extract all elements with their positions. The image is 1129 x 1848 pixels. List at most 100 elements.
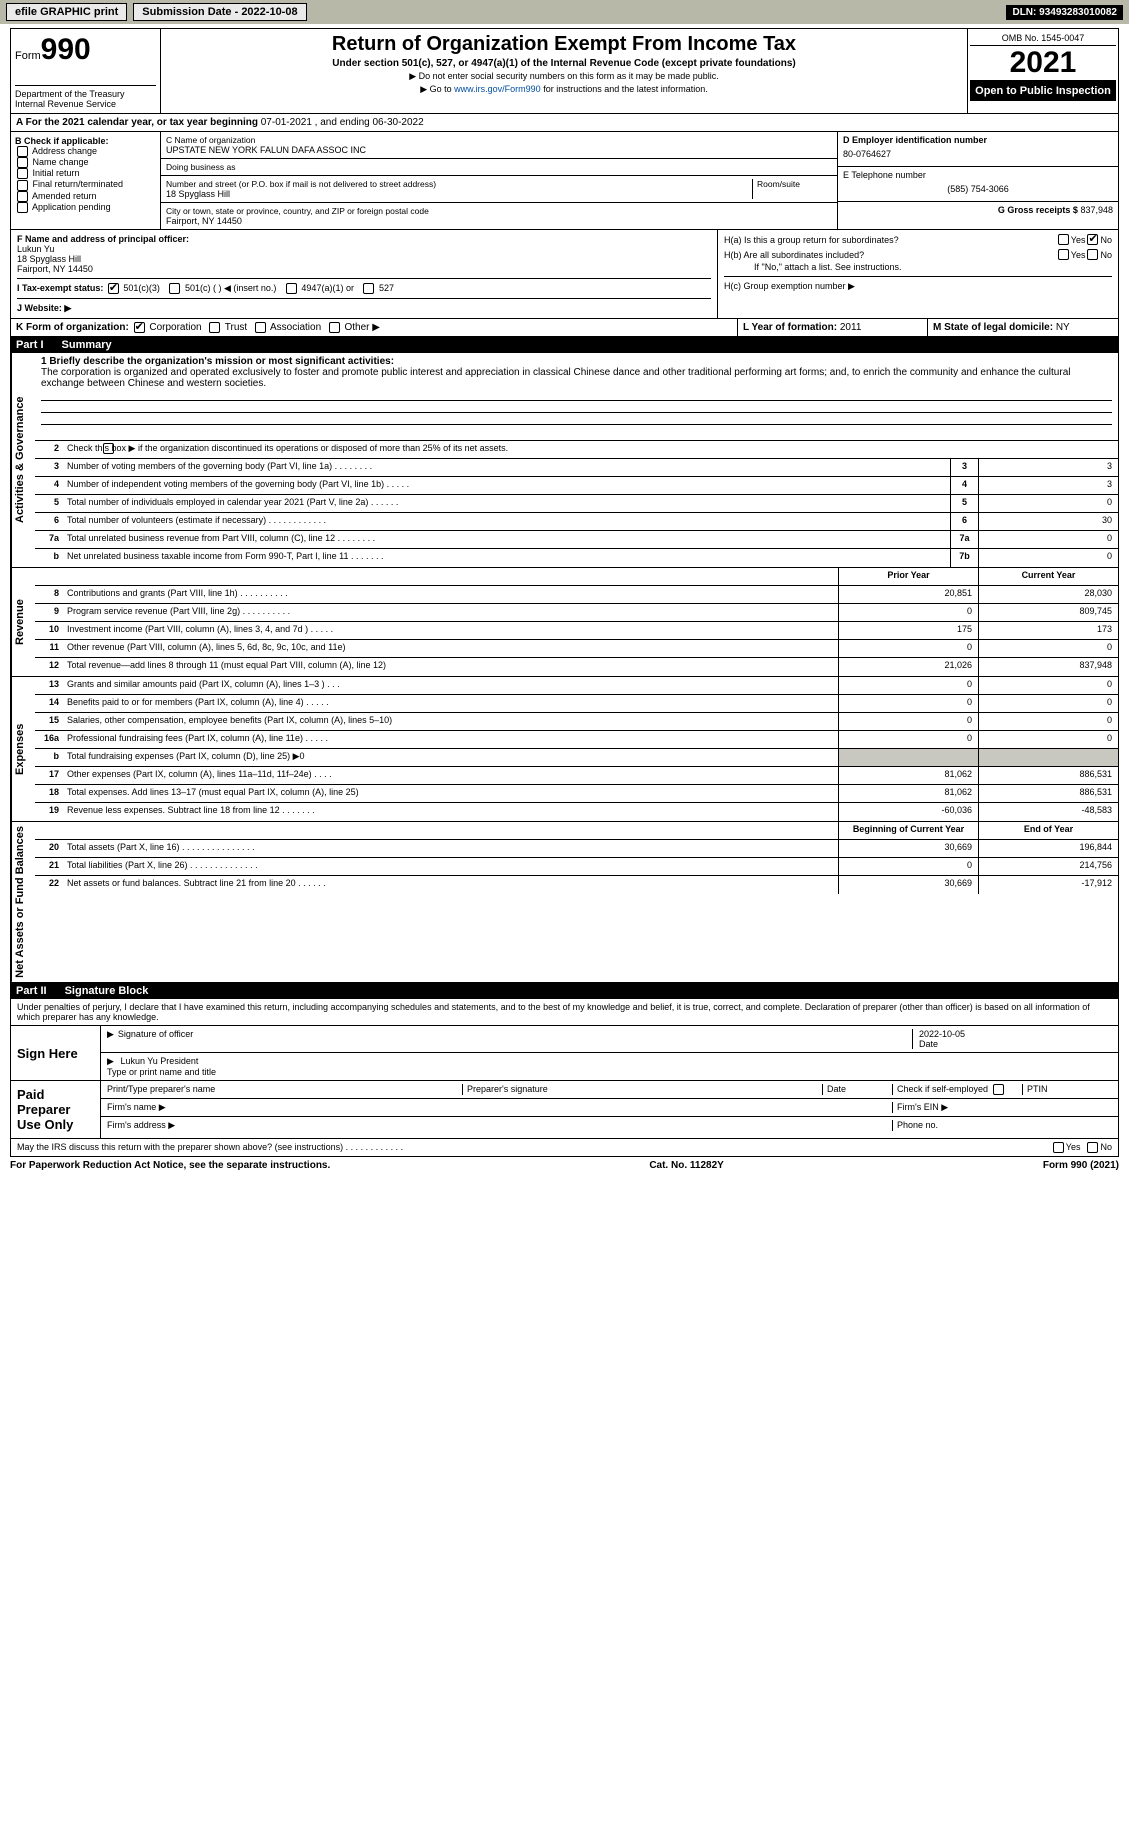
- chk-address[interactable]: [17, 146, 28, 157]
- chk-527[interactable]: [363, 283, 374, 294]
- form-title-box: Return of Organization Exempt From Incom…: [161, 29, 968, 113]
- irs-link[interactable]: www.irs.gov/Form990: [454, 84, 541, 94]
- omb: OMB No. 1545-0047: [970, 31, 1116, 46]
- topbar: efile GRAPHIC print Submission Date - 20…: [0, 0, 1129, 24]
- i-501c3: 501(c)(3): [123, 283, 160, 293]
- part2-bar: Part II Signature Block: [10, 983, 1119, 999]
- chk-ha-yes[interactable]: [1058, 234, 1069, 245]
- firm-ein: Firm's EIN ▶: [892, 1102, 1112, 1113]
- opt-name: Name change: [33, 157, 89, 167]
- k-label: K Form of organization:: [16, 322, 129, 333]
- chk-initial[interactable]: [17, 168, 28, 179]
- table-row: 6Total number of volunteers (estimate if…: [35, 513, 1118, 531]
- firm-addr: Firm's address ▶: [107, 1120, 892, 1131]
- may-irs-text: May the IRS discuss this return with the…: [17, 1142, 1051, 1153]
- org-name: UPSTATE NEW YORK FALUN DAFA ASSOC INC: [166, 145, 832, 155]
- pt-ptin: PTIN: [1022, 1084, 1112, 1095]
- row-a-text: A For the 2021 calendar year, or tax yea…: [11, 114, 1118, 131]
- opt-initial: Initial return: [33, 168, 80, 178]
- chk-4947[interactable]: [286, 283, 297, 294]
- table-row: 20Total assets (Part X, line 16) . . . .…: [35, 840, 1118, 858]
- table-row: 18Total expenses. Add lines 13–17 (must …: [35, 785, 1118, 803]
- chk-final[interactable]: [17, 180, 28, 191]
- row-fjh: F Name and address of principal officer:…: [10, 230, 1119, 319]
- table-row: 8Contributions and grants (Part VIII, li…: [35, 586, 1118, 604]
- form-header: Form990 Department of the Treasury Inter…: [10, 28, 1119, 114]
- row-a: A For the 2021 calendar year, or tax yea…: [10, 114, 1119, 132]
- hb-yes: Yes: [1071, 250, 1086, 260]
- vlabel-ag: Activities & Governance: [11, 353, 35, 567]
- form-sub1: Under section 501(c), 527, or 4947(a)(1)…: [165, 58, 963, 69]
- table-row: 12Total revenue—add lines 8 through 11 (…: [35, 658, 1118, 676]
- table-row: 16aProfessional fundraising fees (Part I…: [35, 731, 1118, 749]
- paid-preparer-block: Paid Preparer Use Only Print/Type prepar…: [10, 1081, 1119, 1139]
- vlabel-exp: Expenses: [11, 677, 35, 821]
- col-b: B Check if applicable: Address change Na…: [11, 132, 161, 229]
- chk-other[interactable]: [329, 322, 340, 333]
- f-label: F Name and address of principal officer:: [17, 234, 189, 244]
- rowa-begin: 07-01-2021: [261, 117, 312, 128]
- chk-name[interactable]: [17, 157, 28, 168]
- hc-label: H(c) Group exemption number ▶: [724, 276, 1112, 292]
- pt-date: Date: [822, 1084, 892, 1095]
- chk-assoc[interactable]: [255, 322, 266, 333]
- city-val: Fairport, NY 14450: [166, 216, 832, 226]
- chk-self-emp[interactable]: [993, 1084, 1004, 1095]
- name-label: C Name of organization: [166, 135, 832, 145]
- table-row: 13Grants and similar amounts paid (Part …: [35, 677, 1118, 695]
- footer: For Paperwork Reduction Act Notice, see …: [10, 1157, 1119, 1174]
- col-fij: F Name and address of principal officer:…: [11, 230, 718, 318]
- hdr-begin: Beginning of Current Year: [838, 822, 978, 839]
- col-c: C Name of organization UPSTATE NEW YORK …: [161, 132, 838, 229]
- sig-name-title: Lukun Yu President: [120, 1056, 198, 1066]
- line2-text: Check this box ▶ if the organization dis…: [67, 443, 508, 453]
- chk-hb-yes[interactable]: [1058, 249, 1069, 260]
- sign-here-block: Sign Here Signature of officer 2022-10-0…: [10, 1026, 1119, 1081]
- chk-mayirs-no[interactable]: [1087, 1142, 1098, 1153]
- hdr-current: Current Year: [978, 568, 1118, 585]
- ein-val: 80-0764627: [843, 145, 1113, 163]
- l-val: 2011: [840, 322, 862, 333]
- gross-label: G Gross receipts $: [998, 205, 1078, 215]
- page: Form990 Department of the Treasury Inter…: [0, 24, 1129, 1184]
- foot-right: Form 990 (2021): [1043, 1160, 1119, 1171]
- efile-badge: efile GRAPHIC print: [6, 3, 127, 21]
- ha-no: No: [1100, 235, 1112, 245]
- table-row: 14Benefits paid to or for members (Part …: [35, 695, 1118, 713]
- sig-date-val: 2022-10-05: [919, 1029, 965, 1039]
- sec-ag: Activities & Governance 1 Briefly descri…: [10, 353, 1119, 568]
- phone-label: E Telephone number: [843, 170, 1113, 180]
- sec-rev: Revenue Prior Year Current Year 8Contrib…: [10, 568, 1119, 677]
- chk-pending[interactable]: [17, 202, 28, 213]
- hdr-end: End of Year: [978, 822, 1118, 839]
- paid-label: Paid Preparer Use Only: [11, 1081, 101, 1138]
- sub3-post: for instructions and the latest informat…: [541, 84, 708, 94]
- table-row: 15Salaries, other compensation, employee…: [35, 713, 1118, 731]
- mayirs-no: No: [1100, 1142, 1112, 1153]
- m-val: NY: [1056, 322, 1070, 333]
- colb-title: B Check if applicable:: [15, 136, 109, 146]
- l-label: L Year of formation:: [743, 322, 837, 333]
- ha-label: H(a) Is this a group return for subordin…: [724, 235, 1056, 245]
- i-4947: 4947(a)(1) or: [301, 283, 354, 293]
- chk-501c[interactable]: [169, 283, 180, 294]
- chk-501c3[interactable]: ✔: [108, 283, 119, 294]
- table-row: 4Number of independent voting members of…: [35, 477, 1118, 495]
- room-label: Room/suite: [757, 179, 832, 189]
- chk-line2[interactable]: [103, 443, 114, 454]
- chk-trust[interactable]: [209, 322, 220, 333]
- sec-exp: Expenses 13Grants and similar amounts pa…: [10, 677, 1119, 822]
- city-label: City or town, state or province, country…: [166, 206, 832, 216]
- chk-amended[interactable]: [17, 191, 28, 202]
- chk-hb-no[interactable]: [1087, 249, 1098, 260]
- chk-corp[interactable]: ✔: [134, 322, 145, 333]
- part1-title: Summary: [62, 339, 112, 351]
- chk-mayirs-yes[interactable]: [1053, 1142, 1064, 1153]
- sub3-pre: ▶ Go to: [420, 84, 454, 94]
- table-row: bTotal fundraising expenses (Part IX, co…: [35, 749, 1118, 767]
- chk-ha-no[interactable]: ✔: [1087, 234, 1098, 245]
- dept-label: Department of the Treasury: [15, 89, 156, 99]
- table-row: 3Number of voting members of the governi…: [35, 459, 1118, 477]
- opt-pending: Application pending: [32, 202, 111, 212]
- part1-num: Part I: [16, 339, 44, 351]
